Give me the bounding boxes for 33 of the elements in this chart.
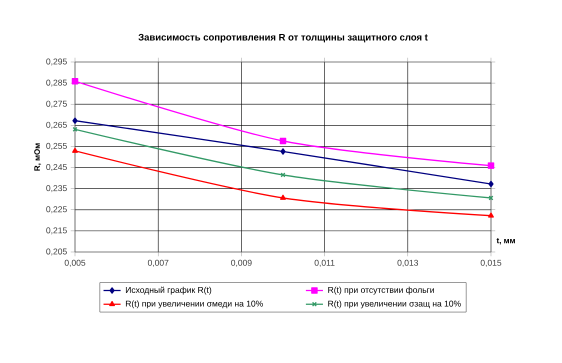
- point: [280, 194, 286, 200]
- point: [280, 172, 286, 178]
- point: [72, 78, 78, 84]
- point: [280, 148, 286, 155]
- chart-title: Зависимость сопротивления R от толщины защитного слоя t: [138, 34, 428, 42]
- y-tick-label: 0,275: [46, 100, 67, 108]
- legend-label: R(t) при увеличении σмеди на 10%: [126, 300, 263, 308]
- x-tick-label: 0,011: [314, 260, 335, 267]
- x-tick-label: 0,005: [64, 260, 86, 267]
- y-tick-label: 0,265: [46, 122, 67, 129]
- point: [72, 148, 78, 153]
- y-tick-label: 0,295: [46, 58, 67, 66]
- y-axis-title: R, мОм: [34, 143, 42, 171]
- y-tick-label: 0,235: [46, 185, 67, 192]
- y-tick-label: 0,205: [46, 248, 67, 256]
- y-tick-label: 0,285: [46, 80, 67, 87]
- x-tick-label: 0,013: [397, 260, 418, 267]
- y-tick-label: 0,215: [46, 227, 67, 234]
- x-tick-label: 0,009: [231, 260, 252, 267]
- y-tick-label: 0,255: [46, 142, 67, 150]
- point: [488, 212, 494, 218]
- legend-label: R(t) при увеличении σзащ на 10%: [328, 300, 461, 308]
- x-tick-label: 0,015: [480, 260, 502, 267]
- point: [488, 162, 494, 169]
- point: [72, 117, 78, 124]
- point: [280, 138, 286, 144]
- y-tick-label: 0,225: [46, 206, 67, 214]
- x-axis-title: t, мм: [496, 238, 515, 244]
- legend-label: Исходный график R(t): [126, 286, 212, 295]
- point: [488, 180, 494, 188]
- y-tick-label: 0,245: [46, 164, 67, 172]
- legend-label: R(t) при отсутствии фольги: [328, 286, 434, 295]
- x-tick-label: 0,007: [148, 260, 168, 267]
